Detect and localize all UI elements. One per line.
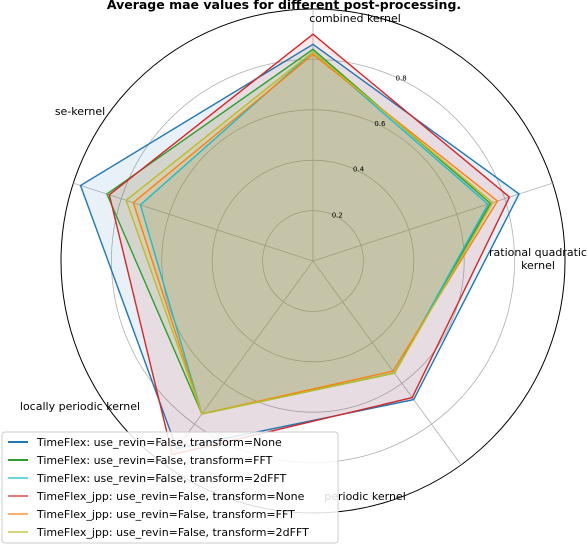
- legend-entry: TimeFlex: use_revin=False, transform=2dF…: [36, 472, 287, 485]
- radial-tick-labels: 0.2 0.4 0.6 0.8: [332, 74, 407, 219]
- radial-tick-label: 0.2: [332, 211, 343, 219]
- legend-box: [1, 431, 339, 544]
- spoke-line: [312, 260, 462, 466]
- legend-entry: TimeFlex: use_revin=False, transform=FFT: [36, 454, 273, 467]
- series-area: [126, 51, 493, 414]
- radial-tick-label: 0.4: [353, 166, 365, 174]
- axis-label: periodic kernel: [324, 490, 406, 503]
- radial-tick-label: 0.8: [396, 74, 407, 82]
- axis-label: se-kernel: [55, 105, 105, 118]
- spoke-line: [164, 260, 314, 466]
- legend-entry: TimeFlex_jpp: use_revin=False, transform…: [36, 526, 309, 539]
- series-line: [79, 43, 520, 450]
- axis-label: combined kernel: [309, 12, 401, 25]
- chart-title: Average mae values for different post-pr…: [107, 0, 461, 12]
- radial-tick-label: 0.6: [374, 120, 386, 128]
- legend-entry: TimeFlex_jpp: use_revin=False, transform…: [36, 508, 295, 521]
- series-area: [140, 51, 488, 414]
- spoke-line: [312, 182, 553, 262]
- legend-entry: TimeFlex: use_revin=False, transform=Non…: [36, 436, 282, 449]
- series-line: [125, 50, 494, 415]
- series-lines: [79, 33, 520, 456]
- axis-label: locally periodic kernel: [20, 400, 140, 413]
- series-area: [133, 54, 498, 414]
- axis-labels: combined kernel rational quadratic kernel p…: [20, 12, 587, 503]
- polar-grid: [60, 8, 566, 514]
- series-line: [108, 33, 511, 456]
- series-line: [132, 53, 499, 415]
- axis-label: rational quadratic kernel: [489, 246, 587, 272]
- spoke-line: [73, 182, 314, 262]
- series-area: [106, 49, 491, 414]
- legend-entry: TimeFlex_jpp: use_revin=False, transform…: [36, 490, 305, 503]
- series-fills: [80, 34, 520, 455]
- legend: TimeFlex: use_revin=False, transform=Non…: [1, 431, 339, 544]
